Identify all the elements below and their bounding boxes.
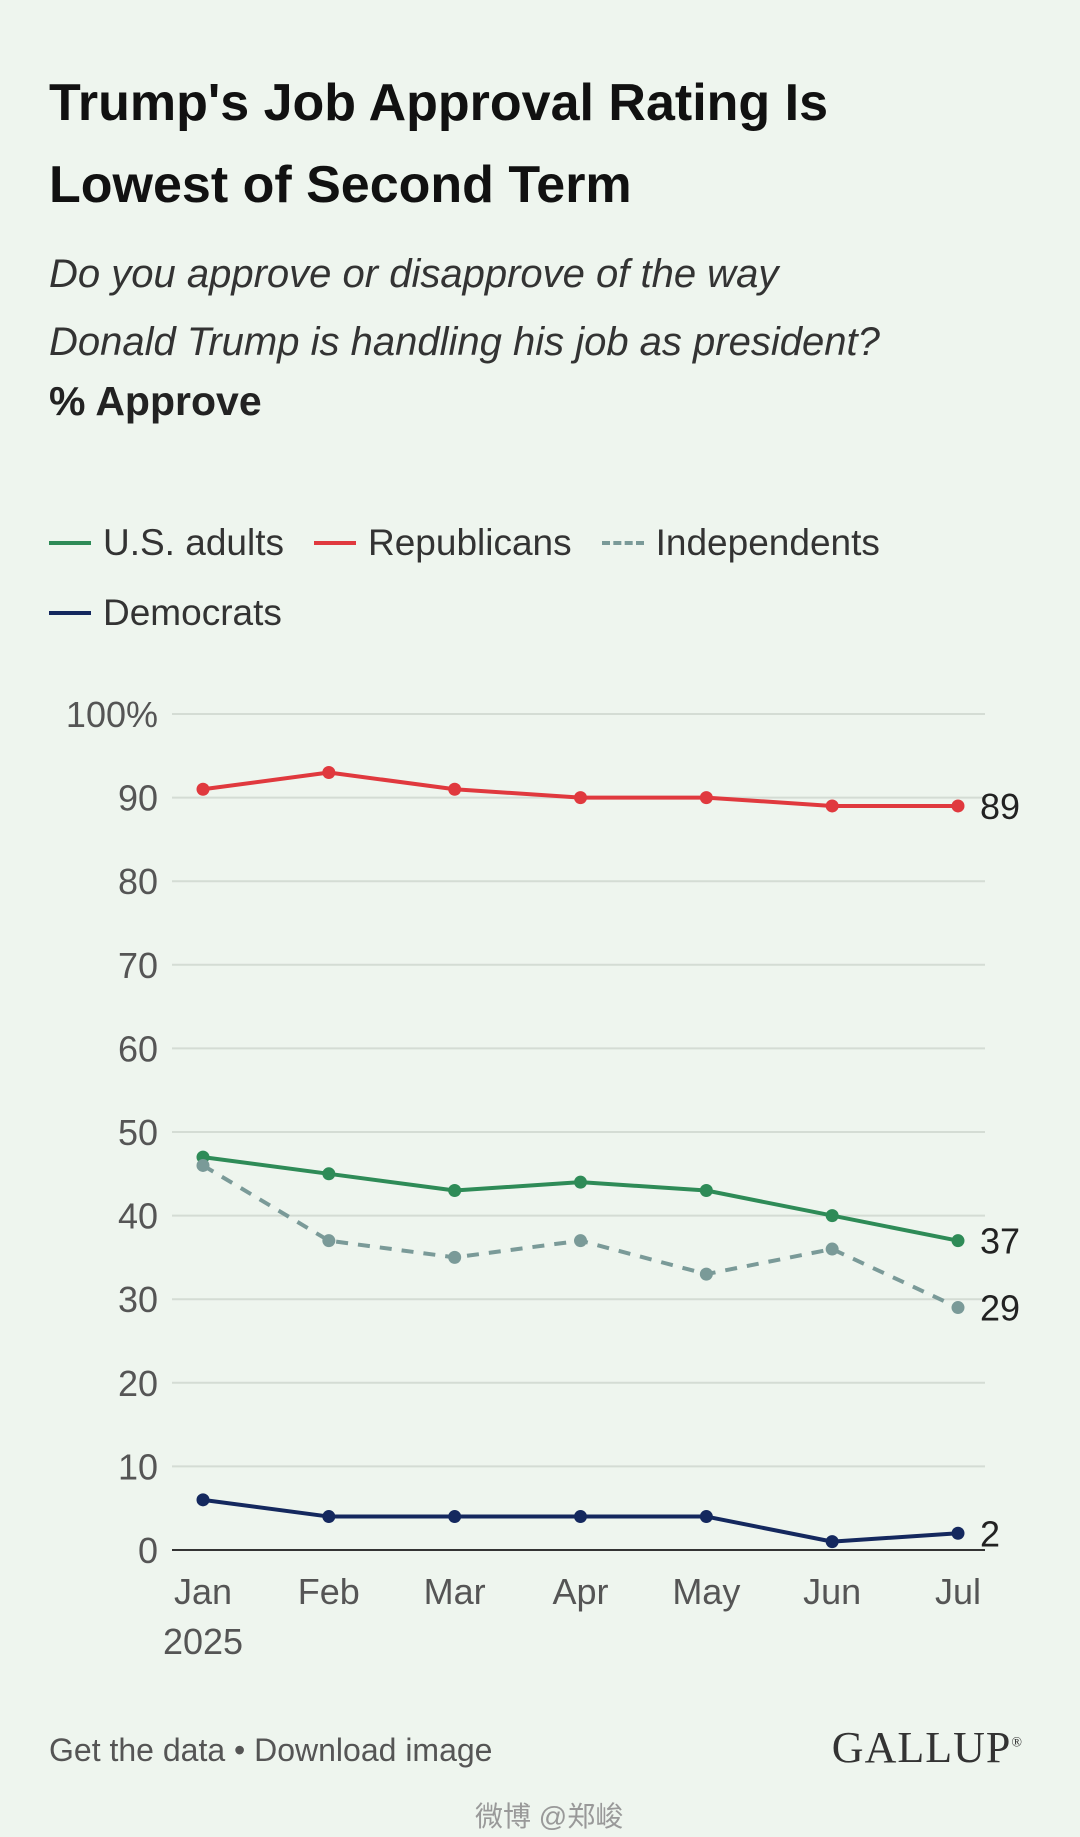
data-point-democrats xyxy=(196,1493,210,1507)
legend-row-1: U.S. adults Republicans Independents xyxy=(49,508,1049,578)
data-point-republicans xyxy=(448,782,462,796)
data-point-democrats xyxy=(825,1535,839,1549)
legend-item-us-adults: U.S. adults xyxy=(49,522,284,564)
end-label-independents: 29 xyxy=(980,1288,1020,1329)
chart-title: Trump's Job Approval Rating Is Lowest of… xyxy=(49,62,1029,226)
legend-item-democrats: Democrats xyxy=(49,592,282,634)
series-end-labels: 89 37 29 2 xyxy=(980,786,1020,1554)
y-tick-label: 80 xyxy=(118,861,158,902)
y-tick-label: 90 xyxy=(118,778,158,819)
question-line-2: Donald Trump is handling his job as pres… xyxy=(49,320,880,364)
brand-registered-mark: ® xyxy=(1011,1735,1023,1751)
legend-swatch-republicans xyxy=(313,541,356,545)
end-label-republicans: 89 xyxy=(980,786,1020,827)
data-point-u-s-adults xyxy=(322,1167,336,1181)
data-point-republicans xyxy=(951,799,965,813)
data-point-democrats xyxy=(951,1526,965,1540)
y-tick-label: 40 xyxy=(118,1196,158,1237)
data-point-independents xyxy=(699,1267,713,1281)
footer-links: Get the data • Download image xyxy=(49,1732,492,1769)
legend-item-independents: Independents xyxy=(601,522,880,564)
measure-label: % Approve xyxy=(49,378,262,424)
legend-label-democrats: Democrats xyxy=(103,592,282,633)
series-line-u-s-adults xyxy=(202,1155,959,1243)
footer-separator: • xyxy=(234,1732,246,1768)
data-point-u-s-adults xyxy=(825,1209,839,1223)
x-tick-label: Mar xyxy=(424,1571,486,1612)
data-point-democrats xyxy=(574,1510,587,1524)
y-tick-label: 60 xyxy=(118,1028,158,1069)
data-point-u-s-adults xyxy=(448,1184,462,1198)
data-point-independents xyxy=(448,1250,462,1264)
chart-legend: U.S. adults Republicans Independents Dem… xyxy=(49,508,1049,648)
end-label-u-s-adults: 37 xyxy=(980,1221,1020,1262)
legend-item-republicans: Republicans xyxy=(313,522,572,564)
x-tick-label: Jun xyxy=(803,1571,861,1612)
title-line-1: Trump's Job Approval Rating Is xyxy=(49,74,828,132)
data-point-u-s-adults xyxy=(699,1184,713,1198)
legend-swatch-us-adults xyxy=(49,541,91,545)
end-label-democrats: 2 xyxy=(980,1513,1000,1554)
y-tick-label: 10 xyxy=(118,1446,158,1487)
data-point-republicans xyxy=(825,799,839,813)
y-axis-tick-labels: 0 10 20 30 40 50 60 70 80 90 100% xyxy=(66,694,158,1571)
data-point-democrats xyxy=(699,1510,713,1524)
watermark: 微博 @郑峻 xyxy=(475,1801,624,1832)
x-tick-label: Apr xyxy=(552,1571,608,1612)
brand-wordmark: GALLUP xyxy=(831,1723,1012,1772)
legend-swatch-democrats xyxy=(49,611,91,615)
data-point-republicans xyxy=(699,791,713,805)
legend-row-2: Democrats xyxy=(49,578,1049,648)
x-tick-label: May xyxy=(672,1571,740,1612)
x-axis-tick-labels: Jan Feb Mar Apr May Jun Jul 2025 xyxy=(163,1571,981,1662)
chart-series xyxy=(196,766,965,1549)
data-point-independents xyxy=(196,1158,210,1172)
data-point-u-s-adults xyxy=(951,1234,965,1248)
x-tick-label: Jan xyxy=(174,1571,232,1612)
data-point-u-s-adults xyxy=(574,1175,587,1189)
y-tick-label: 100% xyxy=(66,694,158,735)
question-line-1: Do you approve or disapprove of the way xyxy=(49,252,779,296)
get-data-link[interactable]: Get the data xyxy=(49,1732,226,1768)
survey-question: Do you approve or disapprove of the way … xyxy=(49,240,1049,376)
legend-label-republicans: Republicans xyxy=(367,522,572,563)
legend-swatch-independents xyxy=(601,541,644,545)
y-tick-label: 70 xyxy=(118,945,158,986)
chart-grid xyxy=(172,713,985,1551)
data-point-republicans xyxy=(196,782,210,796)
gallup-logo: GALLUP® xyxy=(832,1722,1023,1773)
legend-label-independents: Independents xyxy=(655,522,880,563)
x-tick-label: Feb xyxy=(298,1571,360,1612)
y-tick-label: 20 xyxy=(118,1363,158,1404)
legend-label-us-adults: U.S. adults xyxy=(103,522,284,563)
y-tick-label: 30 xyxy=(118,1279,158,1320)
download-image-link[interactable]: Download image xyxy=(254,1732,493,1768)
x-tick-year-label: 2025 xyxy=(163,1621,243,1662)
data-point-republicans xyxy=(322,766,336,780)
y-tick-label: 50 xyxy=(118,1112,158,1153)
data-point-republicans xyxy=(574,791,587,805)
data-point-independents xyxy=(825,1242,839,1256)
data-point-democrats xyxy=(448,1510,462,1524)
y-tick-label: 0 xyxy=(138,1530,158,1571)
data-point-independents xyxy=(574,1234,587,1248)
data-point-democrats xyxy=(322,1510,336,1524)
x-tick-label: Jul xyxy=(935,1571,981,1612)
title-line-2: Lowest of Second Term xyxy=(49,156,632,214)
data-point-independents xyxy=(322,1234,336,1248)
data-point-independents xyxy=(951,1301,965,1315)
